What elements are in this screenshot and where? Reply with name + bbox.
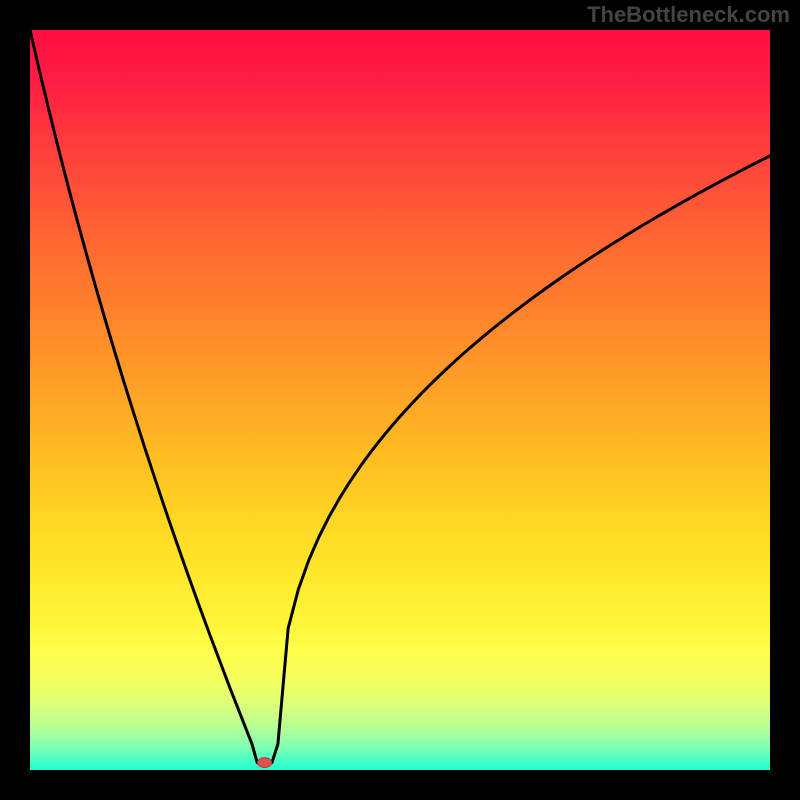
minimum-marker	[258, 758, 272, 768]
bottleneck-chart-svg	[30, 30, 770, 770]
plot-area	[30, 30, 770, 770]
gradient-background	[30, 30, 770, 770]
watermark-text: TheBottleneck.com	[587, 2, 790, 28]
chart-frame: TheBottleneck.com	[0, 0, 800, 800]
